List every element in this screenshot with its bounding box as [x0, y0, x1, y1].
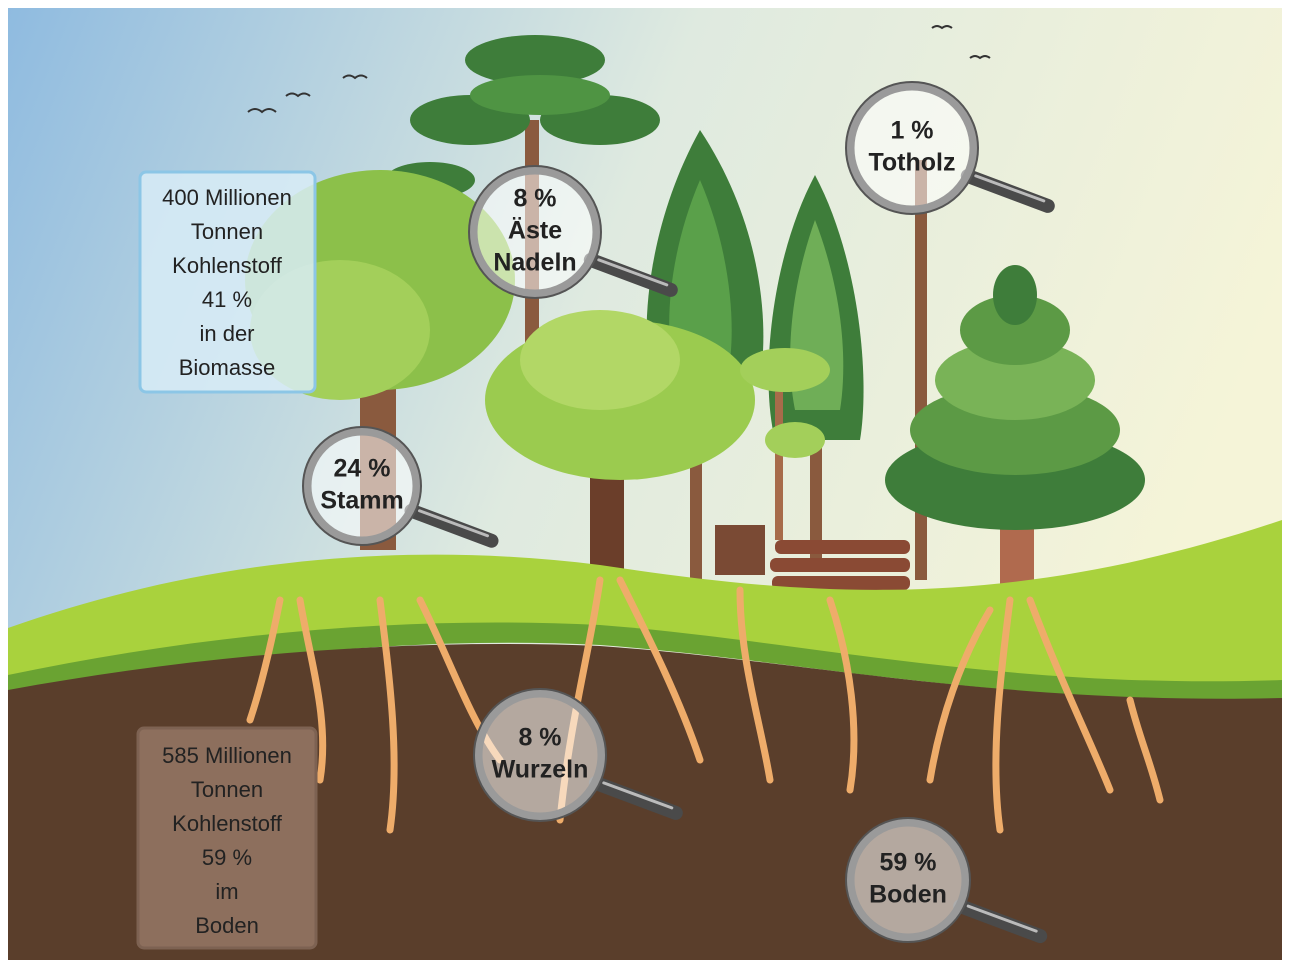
trees-part	[715, 525, 765, 575]
trees-part	[915, 160, 927, 580]
trees-part	[770, 540, 910, 590]
lens-text-line: 8 %	[513, 185, 556, 213]
box-text-line: Tonnen	[191, 777, 263, 802]
box-text-line: 585 Millionen	[162, 743, 292, 768]
lens-text-line: Wurzeln	[492, 756, 589, 784]
box-text-line: Kohlenstoff	[172, 811, 283, 836]
trees-part	[520, 310, 680, 410]
lens-text-line: 1 %	[890, 117, 933, 145]
trees-part-part	[770, 558, 910, 572]
lens-text-line: 24 %	[334, 455, 391, 483]
box-text-line: 41 %	[202, 287, 252, 312]
box-text-line: 59 %	[202, 845, 252, 870]
lens-text-line: Totholz	[869, 149, 956, 177]
box-text-line: 400 Millionen	[162, 185, 292, 210]
trees-part	[740, 348, 830, 392]
forest-carbon-infographic: 400 Millionen Tonnen Kohlenstoff 41 % in der…	[0, 0, 1290, 967]
trees-part	[590, 470, 624, 580]
trees-part	[993, 265, 1037, 325]
lens-text-line: Stamm	[320, 487, 403, 515]
box-text-line: im	[215, 879, 238, 904]
lens-text-line: Nadeln	[493, 249, 576, 277]
lens-text-line: 59 %	[880, 849, 937, 877]
box-text-line: in der	[199, 321, 254, 346]
trees-part	[470, 75, 610, 115]
lens-text-line: Boden	[869, 881, 947, 909]
box-text-line: Kohlenstoff	[172, 253, 283, 278]
trees-part	[765, 422, 825, 458]
lens-text-line: 8 %	[518, 724, 561, 752]
box-text-line: Biomasse	[179, 355, 276, 380]
lens-text-line: Äste	[508, 217, 562, 245]
trees-part-part	[775, 540, 910, 554]
box-text-line: Tonnen	[191, 219, 263, 244]
box-text-line: Boden	[195, 913, 259, 938]
